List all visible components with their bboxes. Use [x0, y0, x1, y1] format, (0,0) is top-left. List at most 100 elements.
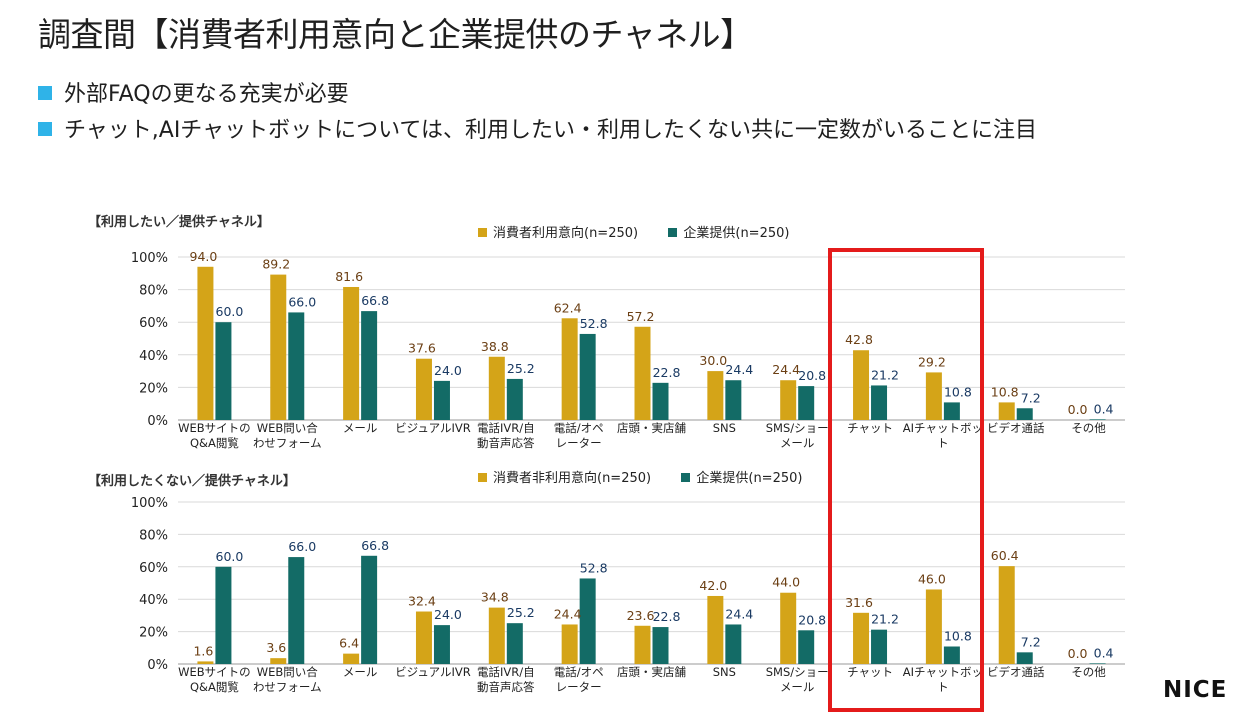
- data-label-company: 0.4: [1094, 645, 1114, 660]
- category-label: SNS: [713, 665, 736, 679]
- bar-consumer: [561, 318, 578, 420]
- bar-company: [652, 627, 669, 664]
- bar-consumer: [998, 402, 1015, 420]
- data-label-consumer: 38.8: [481, 339, 509, 354]
- y-tick-label: 60%: [139, 316, 168, 331]
- category-label: WEB問い合: [257, 665, 319, 679]
- data-label-company: 25.2: [507, 361, 535, 376]
- data-label-consumer: 6.4: [339, 636, 359, 651]
- category-label: AIチャットボッ: [903, 421, 983, 435]
- bar-consumer: [343, 286, 360, 420]
- category-label: レーター: [556, 436, 602, 450]
- legend-swatch-company: [681, 473, 691, 482]
- bar-consumer: [415, 358, 432, 420]
- data-label-company: 25.2: [507, 605, 535, 620]
- bar-consumer: [925, 372, 942, 420]
- category-label: WEB問い合: [257, 421, 319, 435]
- chart2-legend-b: 企業提供(n=250): [696, 471, 803, 486]
- bar-company: [1089, 419, 1106, 420]
- category-label: ビジュアルIVR: [395, 665, 471, 679]
- bar-company: [433, 380, 450, 420]
- category-label: わせフォーム: [253, 680, 322, 694]
- data-label-consumer: 32.4: [408, 594, 436, 609]
- data-label-company: 7.2: [1021, 390, 1041, 405]
- bar-company: [579, 578, 596, 664]
- category-label: WEBサイトの: [178, 665, 251, 679]
- category-label: 電話IVR/自: [477, 421, 535, 435]
- bullet-square-icon: [38, 86, 52, 100]
- y-tick-label: 80%: [139, 528, 168, 543]
- data-label-company: 10.8: [944, 629, 972, 644]
- category-label: ビデオ通話: [987, 665, 1045, 679]
- data-label-consumer: 44.0: [772, 575, 800, 590]
- chart1-legend-a: 消費者利用意向(n=250): [493, 226, 639, 241]
- chart2-legend: 消費者非利用意向(n=250) 企業提供(n=250): [478, 467, 802, 486]
- data-label-consumer: 24.4: [554, 606, 582, 621]
- bar-company: [652, 382, 669, 420]
- bar-company: [288, 312, 305, 420]
- y-tick-label: 60%: [139, 561, 168, 576]
- bar-company: [579, 333, 596, 420]
- data-label-consumer: 81.6: [335, 269, 363, 284]
- data-label-consumer: 10.8: [991, 384, 1019, 399]
- bar-consumer: [707, 595, 724, 664]
- data-label-consumer: 30.0: [699, 353, 727, 368]
- bar-company: [1016, 652, 1033, 664]
- data-label-company: 22.8: [653, 365, 681, 380]
- category-label: 店頭・実店舗: [617, 665, 686, 679]
- chart2-title: 【利用したくない／提供チャネル】: [88, 474, 296, 489]
- category-label: SNS: [713, 421, 736, 435]
- category-label: 電話/オペ: [554, 665, 604, 679]
- bar-company: [361, 311, 378, 420]
- data-label-consumer: 57.2: [627, 309, 655, 324]
- y-tick-label: 40%: [139, 593, 168, 608]
- data-label-consumer: 0.0: [1068, 402, 1088, 417]
- data-label-consumer: 31.6: [845, 595, 873, 610]
- data-label-consumer: 23.6: [627, 608, 655, 623]
- data-label-company: 60.0: [216, 304, 244, 319]
- bar-company: [871, 385, 888, 420]
- y-tick-label: 20%: [139, 381, 168, 396]
- y-tick-label: 80%: [139, 284, 168, 299]
- category-label: ビデオ通話: [987, 421, 1045, 435]
- bullet-text-2: チャット,AIチャットボットについては、利用したい・利用したくない共に一定数がい…: [64, 118, 1037, 143]
- data-label-consumer: 42.8: [845, 332, 873, 347]
- category-label: AIチャットボッ: [903, 665, 983, 679]
- bar-company: [943, 402, 960, 420]
- bar-company: [798, 630, 815, 664]
- data-label-company: 66.8: [361, 538, 389, 553]
- data-label-consumer: 89.2: [262, 257, 290, 272]
- category-label: 動音声応答: [477, 436, 535, 450]
- data-label-company: 66.8: [361, 293, 389, 308]
- y-tick-label: 100%: [131, 251, 168, 266]
- bar-company: [215, 322, 232, 420]
- category-label: レーター: [556, 680, 602, 694]
- category-label: ト: [937, 436, 949, 450]
- data-label-company: 24.0: [434, 607, 462, 622]
- data-label-company: 21.2: [871, 612, 899, 627]
- bar-consumer: [634, 625, 651, 664]
- data-label-company: 24.4: [725, 606, 753, 621]
- category-label: SMS/ショー: [766, 421, 829, 435]
- category-label: メール: [343, 421, 378, 435]
- bar-company: [215, 566, 232, 664]
- data-label-company: 22.8: [653, 609, 681, 624]
- data-label-company: 7.2: [1021, 634, 1041, 649]
- data-label-consumer: 62.4: [554, 300, 582, 315]
- category-label: 店頭・実店舗: [617, 421, 686, 435]
- chart1-title: 【利用したい／提供チャネル】: [88, 215, 270, 230]
- bar-company: [725, 380, 742, 420]
- data-label-company: 52.8: [580, 316, 608, 331]
- category-label: チャット: [847, 665, 893, 679]
- legend-swatch-company: [668, 228, 678, 237]
- data-label-company: 21.2: [871, 367, 899, 382]
- bar-consumer: [343, 653, 360, 664]
- bar-company: [943, 646, 960, 664]
- category-label: チャット: [847, 421, 893, 435]
- nice-logo: NICE: [1163, 677, 1227, 703]
- category-label: Q&A閲覧: [190, 680, 239, 694]
- y-tick-label: 100%: [131, 496, 168, 511]
- data-label-company: 66.0: [288, 539, 316, 554]
- bar-consumer: [780, 380, 797, 420]
- data-label-consumer: 1.6: [193, 643, 213, 658]
